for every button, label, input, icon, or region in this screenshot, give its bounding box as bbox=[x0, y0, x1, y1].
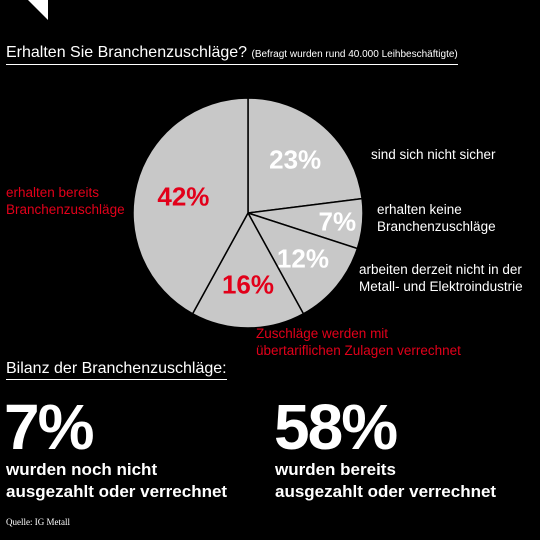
bilanz-right-desc: wurden bereits ausgezahlt oder verrechne… bbox=[275, 459, 496, 503]
label-notmetal: arbeiten derzeit nicht in der Metall- un… bbox=[359, 261, 523, 295]
bilanz-heading: Bilanz der Branchenzuschläge: bbox=[6, 360, 227, 380]
label-notmetal-line1: arbeiten derzeit nicht in der bbox=[359, 262, 522, 277]
bilanz-left-value: 7% bbox=[4, 391, 94, 463]
chart-title-row: Erhalten Sie Branchenzuschläge? (Befragt… bbox=[6, 44, 458, 65]
source-note: Quelle: IG Metall bbox=[6, 517, 70, 527]
chart-title: Erhalten Sie Branchenzuschläge? bbox=[6, 44, 248, 61]
pie-slice-3 bbox=[191, 211, 305, 329]
bilanz-right-line2: ausgezahlt oder verrechnet bbox=[275, 482, 497, 501]
bilanz-right-line1: wurden bereits bbox=[275, 460, 396, 479]
pie-slice-label-0: 23% bbox=[269, 145, 321, 175]
bilanz-right-value: 58% bbox=[274, 391, 398, 463]
pie-slice-label-3: 16% bbox=[222, 269, 274, 299]
corner-flag-shape bbox=[28, 0, 48, 20]
pie-slice-0 bbox=[247, 97, 363, 214]
pie-slice-2 bbox=[246, 211, 359, 315]
bilanz-left-line1: wurden noch nicht bbox=[6, 460, 158, 479]
pie-slice-label-1: 7% bbox=[319, 206, 357, 236]
label-none-line1: erhalten keine bbox=[377, 202, 462, 217]
label-unsure: sind sich nicht sicher bbox=[371, 146, 496, 163]
label-offset-line2: übertariflichen Zulagen verrechnet bbox=[256, 343, 461, 358]
pie-slice-label-2: 12% bbox=[277, 243, 329, 273]
label-received: erhalten bereits Branchenzuschläge bbox=[6, 184, 125, 218]
bilanz-left-desc: wurden noch nicht ausgezahlt oder verrec… bbox=[6, 459, 227, 503]
pie-slice-label-4: 42% bbox=[157, 181, 209, 211]
label-none: erhalten keine Branchenzuschläge bbox=[377, 201, 496, 235]
label-offset-line1: Zuschläge werden mit bbox=[256, 326, 389, 341]
chart-subtitle: (Befragt wurden rund 40.000 Leihbeschäft… bbox=[251, 49, 458, 60]
pie-slice-4 bbox=[132, 97, 249, 315]
label-none-line2: Branchenzuschläge bbox=[377, 219, 496, 234]
bilanz-left-line2: ausgezahlt oder verrechnet bbox=[6, 482, 228, 501]
label-received-line1: erhalten bereits bbox=[6, 185, 100, 200]
label-received-line2: Branchenzuschläge bbox=[6, 202, 125, 217]
label-offset: Zuschläge werden mit übertariflichen Zul… bbox=[256, 325, 461, 359]
label-notmetal-line2: Metall- und Elektroindustrie bbox=[359, 279, 523, 294]
label-unsure-line1: sind sich nicht sicher bbox=[371, 147, 496, 162]
